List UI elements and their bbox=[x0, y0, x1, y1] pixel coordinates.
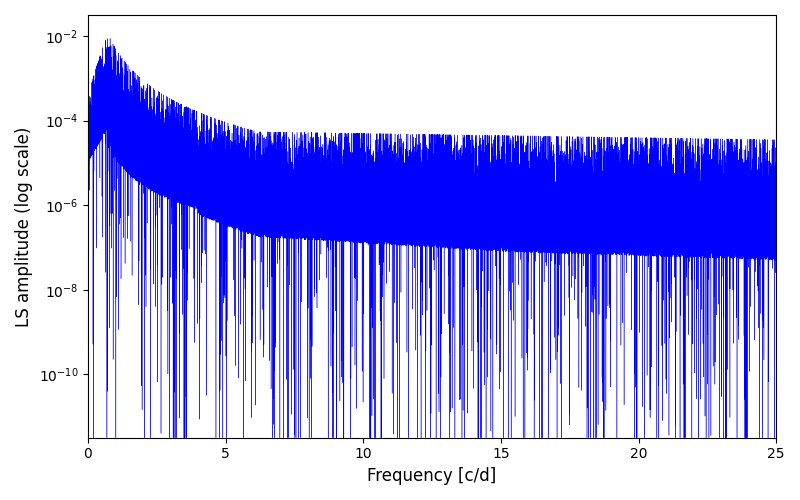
X-axis label: Frequency [c/d]: Frequency [c/d] bbox=[367, 467, 497, 485]
Y-axis label: LS amplitude (log scale): LS amplitude (log scale) bbox=[15, 126, 33, 326]
